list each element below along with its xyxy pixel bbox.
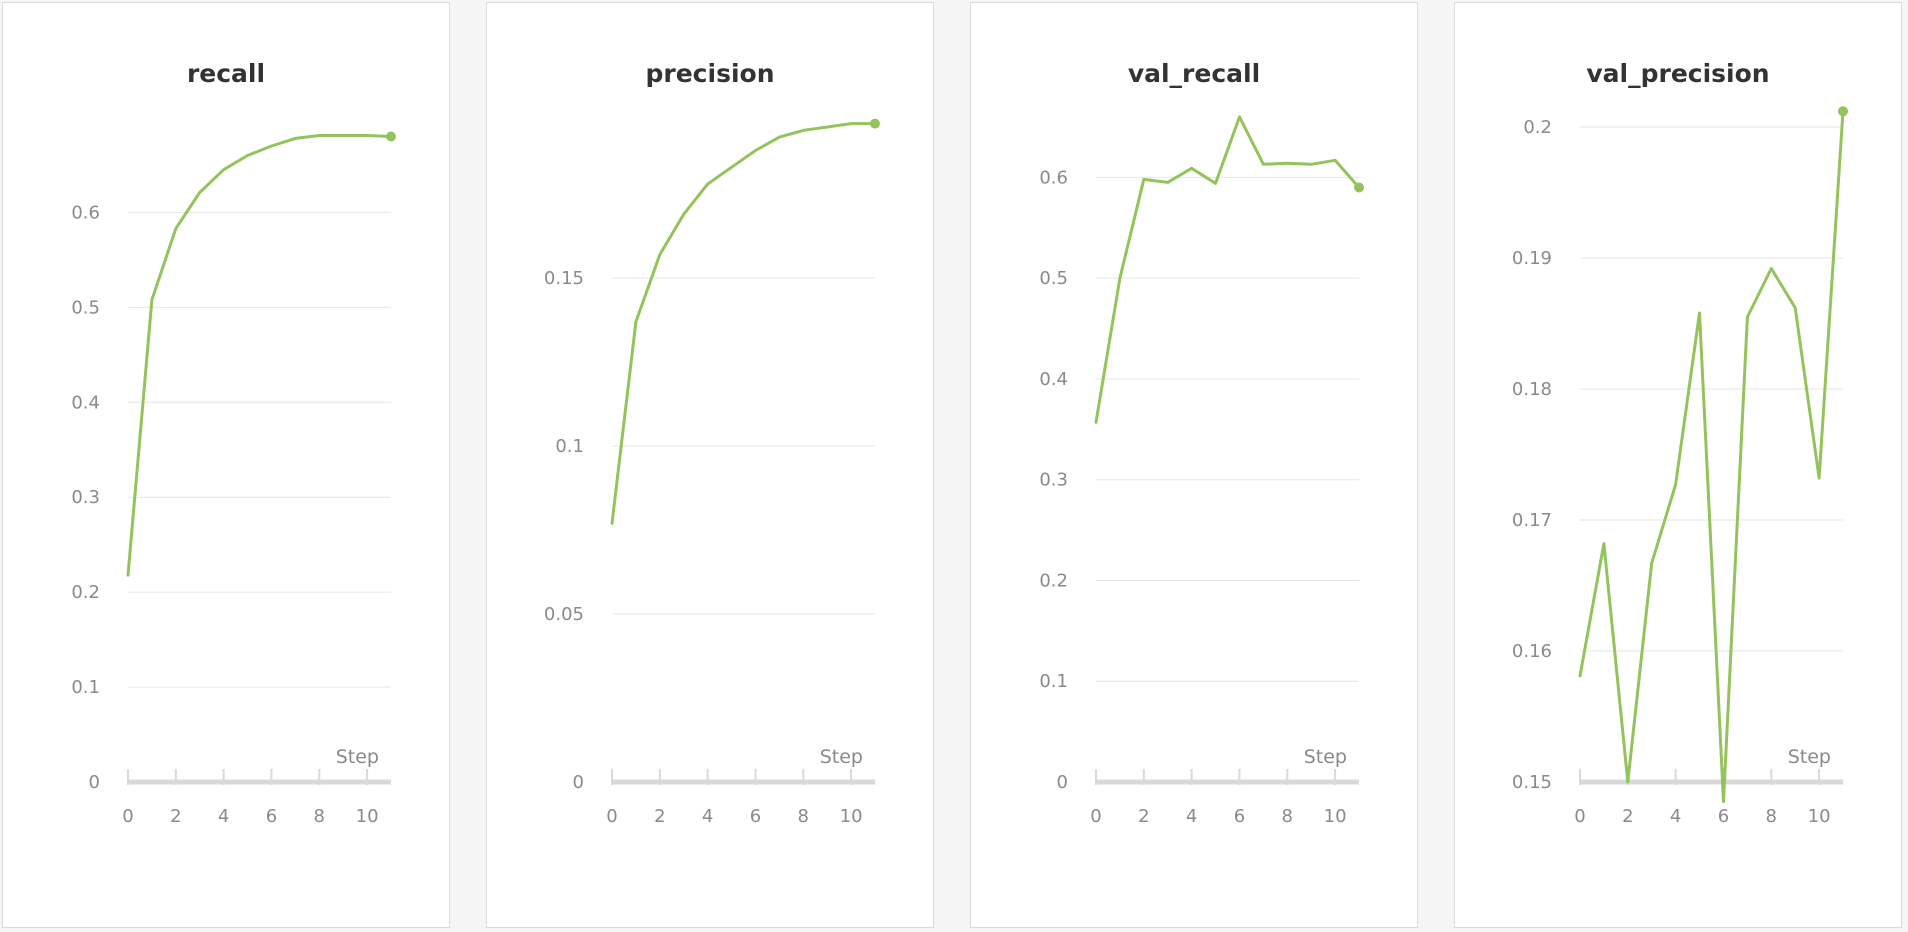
x-tick-label: 4 bbox=[1186, 806, 1197, 827]
y-tick-label: 0.1 bbox=[1039, 671, 1068, 692]
x-tick-label: 6 bbox=[266, 806, 277, 827]
y-tick-label: 0.3 bbox=[71, 487, 100, 508]
x-tick-label: 4 bbox=[702, 806, 713, 827]
line-chart-val-precision: 0.15 0.16 0.17 0.18 0.19 0.2 0 2 4 6 8 10 Step bbox=[1512, 106, 1848, 827]
y-tick-label: 0.15 bbox=[544, 268, 584, 289]
x-tick-label: 10 bbox=[1808, 806, 1831, 827]
chart-title: val_precision bbox=[1586, 59, 1770, 88]
y-tick-label: 0.4 bbox=[1039, 369, 1068, 390]
y-tick-label: 0 bbox=[1057, 772, 1068, 793]
x-tick-label: 8 bbox=[1282, 806, 1293, 827]
y-tick-label: 0.15 bbox=[1512, 772, 1552, 793]
x-tick-label: 0 bbox=[1574, 806, 1585, 827]
y-tick-label: 0.3 bbox=[1039, 470, 1068, 491]
y-tick-label: 0.1 bbox=[71, 677, 100, 698]
last-point-marker bbox=[386, 131, 396, 142]
y-tick-label: 0.5 bbox=[1039, 268, 1068, 289]
x-tick-label: 2 bbox=[1622, 806, 1633, 827]
series-line bbox=[610, 122, 877, 525]
y-tick-label: 0.16 bbox=[1512, 641, 1552, 662]
last-point-marker bbox=[1354, 182, 1364, 193]
last-point-marker bbox=[870, 118, 880, 129]
y-tick-label: 0.18 bbox=[1512, 379, 1552, 400]
x-tick-label: 4 bbox=[218, 806, 229, 827]
y-tick-label: 0.19 bbox=[1512, 248, 1552, 269]
series-line bbox=[1094, 115, 1361, 424]
y-tick-label: 0 bbox=[573, 772, 584, 793]
chart-title: recall bbox=[186, 59, 266, 88]
y-tick-label: 0 bbox=[89, 772, 100, 793]
line-chart-val-recall: 0 0.1 0.2 0.3 0.4 0.5 0.6 0 2 4 6 8 10 Step bbox=[1039, 115, 1364, 827]
y-tick-label: 0.17 bbox=[1512, 510, 1552, 531]
chart-panel-val-recall: val_recall 0 0.1 0.2 0.3 0.4 0.5 0.6 0 2 4 6 8 10 Ste… bbox=[970, 2, 1418, 928]
y-tick-label: 0.6 bbox=[1039, 167, 1068, 188]
x-tick-label: 2 bbox=[654, 806, 665, 827]
y-tick-label: 0.05 bbox=[544, 604, 584, 625]
y-tick-label: 0.4 bbox=[71, 392, 100, 413]
y-tick-label: 0.6 bbox=[71, 202, 100, 223]
x-tick-label: 10 bbox=[840, 806, 863, 827]
chart-panel-recall: recall 0 0.1 0.2 0.3 0.4 0.5 0.6 0 2 4 6 8 10 Step bbox=[2, 2, 450, 928]
x-axis-label: Step bbox=[820, 746, 863, 768]
x-axis-label: Step bbox=[1788, 746, 1831, 768]
x-tick-label: 0 bbox=[122, 806, 133, 827]
last-point-marker bbox=[1838, 106, 1848, 117]
x-tick-label: 6 bbox=[750, 806, 761, 827]
x-tick-label: 2 bbox=[170, 806, 181, 827]
x-tick-label: 8 bbox=[314, 806, 325, 827]
x-tick-label: 0 bbox=[606, 806, 617, 827]
series-line bbox=[1578, 109, 1845, 804]
x-tick-label: 0 bbox=[1090, 806, 1101, 827]
x-tick-label: 8 bbox=[798, 806, 809, 827]
x-tick-label: 10 bbox=[356, 806, 379, 827]
chart-panel-precision: precision 0 0.05 0.1 0.15 0 2 4 6 8 10 Step bbox=[486, 2, 934, 928]
x-tick-label: 6 bbox=[1718, 806, 1729, 827]
chart-panel-val-precision: val_precision 0.15 0.16 0.17 0.18 0.19 0.2 0 2 4… bbox=[1454, 2, 1902, 928]
y-tick-label: 0.2 bbox=[1523, 117, 1552, 138]
line-chart-precision: 0 0.05 0.1 0.15 0 2 4 6 8 10 Step bbox=[544, 118, 880, 827]
x-tick-label: 10 bbox=[1324, 806, 1347, 827]
line-chart-recall: 0 0.1 0.2 0.3 0.4 0.5 0.6 0 2 4 6 8 10 Step bbox=[71, 131, 396, 827]
series-line bbox=[126, 134, 393, 577]
y-tick-label: 0.2 bbox=[71, 582, 100, 603]
y-tick-label: 0.2 bbox=[1039, 570, 1068, 591]
x-axis-label: Step bbox=[336, 746, 379, 768]
y-tick-label: 0.1 bbox=[555, 436, 584, 457]
x-tick-label: 2 bbox=[1138, 806, 1149, 827]
y-tick-label: 0.5 bbox=[71, 297, 100, 318]
x-tick-label: 6 bbox=[1234, 806, 1245, 827]
x-tick-label: 4 bbox=[1670, 806, 1681, 827]
x-axis-label: Step bbox=[1304, 746, 1347, 768]
chart-title: precision bbox=[645, 59, 775, 88]
chart-title: val_recall bbox=[1127, 59, 1261, 88]
x-tick-label: 8 bbox=[1766, 806, 1777, 827]
